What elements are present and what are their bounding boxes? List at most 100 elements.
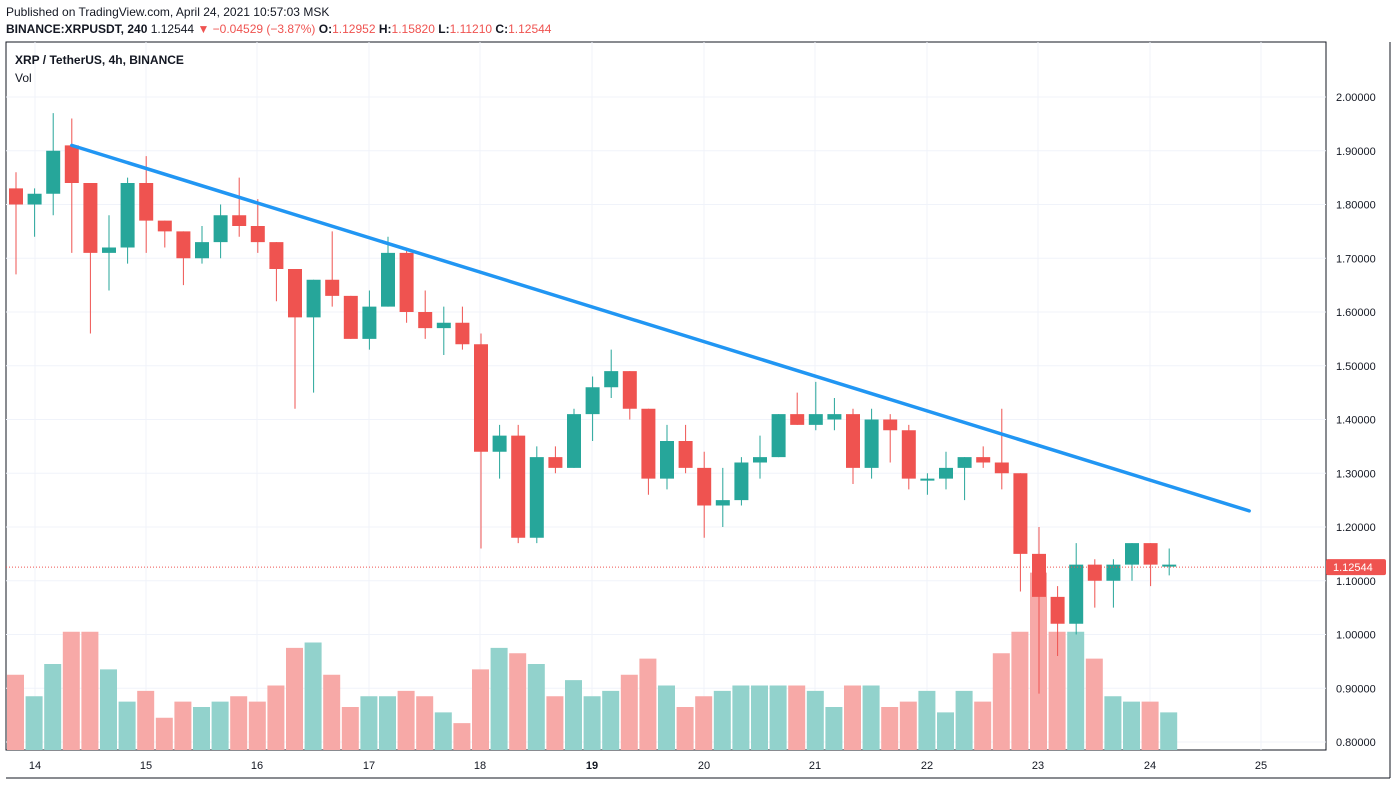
candle-body[interactable]	[9, 188, 23, 205]
candle-body[interactable]	[418, 312, 433, 329]
candle-body[interactable]	[1143, 543, 1158, 565]
candle-body[interactable]	[492, 435, 507, 452]
candle-body[interactable]	[548, 457, 563, 468]
volume-bar	[658, 685, 675, 750]
candle-body[interactable]	[102, 247, 116, 253]
candle-body[interactable]	[622, 371, 637, 409]
candle-body[interactable]	[64, 145, 79, 183]
candle-body[interactable]	[511, 435, 526, 538]
candle-body[interactable]	[250, 226, 265, 243]
candle-body[interactable]	[269, 242, 284, 269]
volume-bar	[1141, 701, 1159, 750]
volume-bar	[769, 685, 787, 750]
last-price-tag	[1326, 559, 1386, 576]
candle-body[interactable]	[846, 414, 860, 468]
candle-body[interactable]	[120, 183, 135, 248]
volume-bar	[918, 690, 936, 750]
candle-body[interactable]	[139, 183, 154, 221]
candle-body[interactable]	[1087, 564, 1102, 581]
candle-body[interactable]	[753, 457, 767, 463]
candle-body[interactable]	[1069, 564, 1084, 624]
volume-bar	[527, 664, 545, 750]
candle-body[interactable]	[27, 193, 42, 205]
volume-bar	[397, 690, 415, 750]
volume-bar	[81, 631, 99, 750]
candle-body[interactable]	[976, 457, 991, 463]
candle-body[interactable]	[1125, 543, 1139, 565]
candle-body[interactable]	[790, 414, 805, 425]
high-label: H:	[378, 22, 392, 36]
candle-body[interactable]	[585, 387, 600, 415]
candle-body[interactable]	[660, 441, 674, 479]
candle-body[interactable]	[883, 419, 898, 431]
candle-body[interactable]	[715, 500, 730, 506]
volume-bar	[1123, 701, 1140, 750]
candle-body[interactable]	[1032, 553, 1046, 597]
candle-body[interactable]	[213, 215, 228, 243]
candle-body[interactable]	[157, 220, 172, 232]
candle-body[interactable]	[901, 430, 916, 479]
volume-bar	[193, 707, 210, 750]
volume-bar	[137, 690, 155, 750]
candle-body[interactable]	[46, 150, 61, 194]
candle-body[interactable]	[288, 269, 302, 318]
candle-body[interactable]	[567, 414, 581, 468]
candle-body[interactable]	[325, 279, 340, 296]
candle-body[interactable]	[343, 295, 358, 339]
volume-bar	[62, 631, 80, 750]
candle-body[interactable]	[306, 279, 321, 318]
candle-body[interactable]	[641, 408, 656, 479]
published-caption: Published on TradingView.com, April 24, …	[6, 5, 330, 19]
candle-body[interactable]	[455, 322, 470, 345]
open-value: 1.12952	[332, 22, 376, 36]
candle-body[interactable]	[176, 231, 191, 259]
candle-body[interactable]	[827, 414, 842, 420]
candle-body[interactable]	[678, 441, 693, 468]
candle-body[interactable]	[1106, 564, 1121, 581]
volume-bar	[1160, 712, 1178, 750]
candle-body[interactable]	[399, 252, 414, 312]
candle-body[interactable]	[381, 252, 395, 307]
volume-bar	[974, 701, 992, 750]
candle-body[interactable]	[362, 306, 377, 339]
candle-body[interactable]	[1050, 596, 1065, 624]
low-label: L:	[438, 22, 450, 36]
candle-body[interactable]	[474, 344, 488, 452]
candle-body[interactable]	[83, 183, 98, 253]
volume-bar	[25, 696, 43, 750]
volume-bar	[267, 685, 285, 750]
candle-body[interactable]	[697, 467, 712, 506]
volume-bar	[286, 647, 303, 750]
y-tick-label: 1.90000	[1336, 146, 1376, 158]
candle-body[interactable]	[1162, 564, 1177, 567]
volume-bar	[341, 707, 359, 750]
x-tick-label: 23	[1032, 760, 1044, 772]
candle-body[interactable]	[734, 462, 749, 501]
volume-bar	[248, 701, 266, 750]
y-tick-label: 1.60000	[1336, 307, 1376, 319]
candle-body[interactable]	[808, 414, 823, 425]
candle-body[interactable]	[957, 457, 972, 468]
candle-body[interactable]	[939, 467, 953, 479]
candle-body[interactable]	[1013, 473, 1028, 554]
volume-bar	[937, 712, 954, 750]
candle-body[interactable]	[604, 371, 619, 388]
candle-body[interactable]	[529, 457, 544, 538]
volume-bar	[100, 669, 117, 750]
open-label: O:	[318, 22, 333, 36]
low-value: 1.11210	[449, 22, 493, 36]
volume-bar	[1104, 696, 1122, 750]
candle-body[interactable]	[864, 419, 879, 468]
x-tick-label: 16	[251, 760, 263, 772]
volume-bar	[732, 685, 750, 750]
x-tick-label: 19	[586, 760, 598, 772]
candle-body[interactable]	[232, 215, 247, 226]
candle-body[interactable]	[195, 242, 209, 259]
candle-body[interactable]	[771, 414, 786, 458]
candle-body[interactable]	[920, 478, 935, 481]
candle-body[interactable]	[994, 462, 1009, 474]
candle-body[interactable]	[436, 322, 451, 329]
trendline[interactable]	[70, 143, 1251, 513]
volume-bar	[304, 642, 322, 750]
